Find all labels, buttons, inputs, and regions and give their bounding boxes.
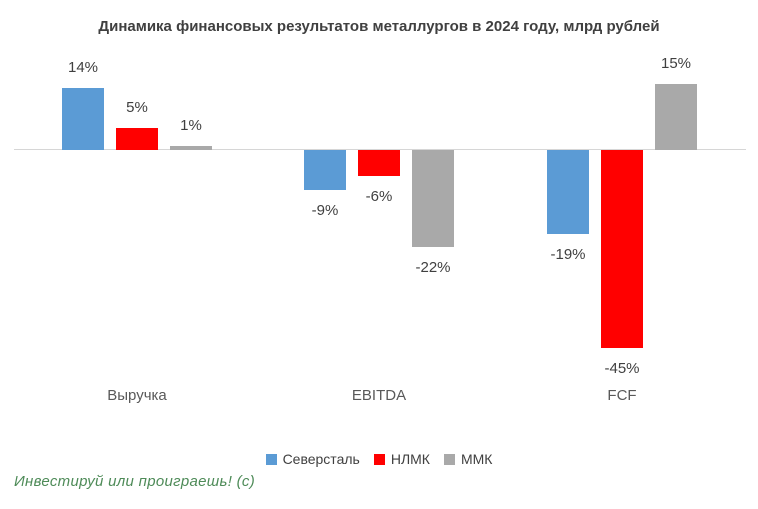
bar-EBITDA-Северсталь bbox=[304, 150, 346, 190]
legend-swatch-severstal bbox=[265, 453, 277, 465]
bar-EBITDA-НЛМК bbox=[358, 150, 400, 177]
bar-FCF-ММК bbox=[655, 84, 697, 150]
chart-title: Динамика финансовых результатов металлур… bbox=[98, 18, 660, 35]
value-label-Выручка-ММК: 1% bbox=[180, 116, 202, 134]
value-label-Выручка-Северсталь: 14% bbox=[67, 59, 99, 77]
bar-FCF-НЛМК bbox=[601, 150, 643, 348]
value-label-EBITDA-НЛМК: -6% bbox=[365, 188, 393, 206]
bar-Выручка-НЛМК bbox=[116, 128, 158, 150]
value-label-EBITDA-Северсталь: -9% bbox=[311, 201, 339, 219]
legend-item-severstal: Северсталь bbox=[265, 451, 360, 467]
bar-FCF-Северсталь bbox=[547, 150, 589, 234]
bar-Выручка-Северсталь bbox=[62, 88, 104, 150]
legend-label-mmk: ММК bbox=[460, 451, 493, 467]
zero-axis-line bbox=[14, 149, 746, 150]
legend: Северсталь НЛМК ММК bbox=[0, 451, 758, 467]
value-label-FCF-НЛМК: -45% bbox=[604, 360, 640, 377]
legend-item-nlmk: НЛМК bbox=[373, 451, 430, 467]
category-label-FCF: FCF bbox=[607, 387, 637, 404]
legend-swatch-mmk bbox=[443, 453, 455, 465]
legend-label-nlmk: НЛМК bbox=[390, 451, 430, 467]
legend-item-mmk: ММК bbox=[443, 451, 493, 467]
category-label-Выручка: Выручка bbox=[107, 387, 167, 404]
bar-EBITDA-ММК bbox=[412, 150, 454, 247]
plot-area: 14% -9% -19% 5% -6% -45% 1% -22% 15% Выручка EBITD… bbox=[14, 55, 746, 404]
watermark-note: Инвестируй или проиграешь! (с) bbox=[14, 473, 256, 490]
value-label-FCF-Северсталь: -19% bbox=[550, 245, 586, 263]
category-label-EBITDA: EBITDA bbox=[351, 387, 407, 404]
bar-Выручка-ММК bbox=[170, 145, 212, 150]
value-label-EBITDA-ММК: -22% bbox=[415, 258, 451, 276]
value-label-Выручка-НЛМК: 5% bbox=[126, 99, 148, 116]
legend-swatch-nlmk bbox=[373, 453, 385, 465]
value-label-FCF-ММК: 15% bbox=[660, 55, 692, 72]
legend-label-severstal: Северсталь bbox=[282, 451, 360, 467]
